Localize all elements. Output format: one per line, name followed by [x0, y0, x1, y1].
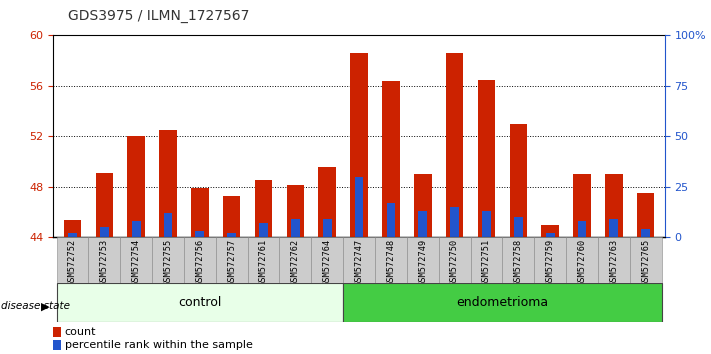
Bar [279, 237, 311, 289]
Bar [343, 237, 375, 289]
Bar [382, 81, 400, 237]
Bar [609, 219, 618, 237]
Bar [259, 223, 268, 237]
Bar [159, 130, 177, 237]
Text: GSM572752: GSM572752 [68, 239, 77, 286]
Bar [184, 237, 215, 289]
Bar [471, 237, 503, 289]
Bar [127, 136, 145, 237]
Text: GDS3975 / ILMN_1727567: GDS3975 / ILMN_1727567 [68, 9, 249, 23]
Bar [418, 211, 427, 237]
Bar [100, 227, 109, 237]
Bar [387, 203, 395, 237]
Bar [573, 174, 591, 237]
Text: GSM572762: GSM572762 [291, 239, 300, 286]
Text: GSM572751: GSM572751 [482, 239, 491, 286]
Text: ▶: ▶ [41, 301, 50, 311]
Bar [546, 233, 555, 237]
Bar [446, 53, 464, 237]
Bar [478, 80, 495, 237]
Text: GSM572750: GSM572750 [450, 239, 459, 286]
Bar [482, 211, 491, 237]
Bar [255, 181, 272, 237]
Text: GSM572747: GSM572747 [355, 239, 363, 286]
Bar [247, 237, 279, 289]
Text: control: control [178, 296, 222, 309]
Text: GSM572759: GSM572759 [545, 239, 555, 286]
Bar [319, 167, 336, 237]
Text: count: count [65, 327, 96, 337]
Bar [450, 207, 459, 237]
Bar [503, 237, 534, 289]
Bar [95, 173, 113, 237]
Bar [598, 237, 630, 289]
Text: GSM572761: GSM572761 [259, 239, 268, 286]
Bar [311, 237, 343, 289]
Bar [541, 224, 559, 237]
Bar [323, 219, 331, 237]
Text: GSM572749: GSM572749 [418, 239, 427, 286]
Bar [414, 174, 432, 237]
Bar [53, 340, 61, 350]
Bar [439, 237, 471, 289]
Bar [68, 233, 77, 237]
Text: GSM572758: GSM572758 [514, 239, 523, 286]
Bar [605, 174, 623, 237]
Bar [223, 195, 240, 237]
Text: GSM572748: GSM572748 [386, 239, 395, 286]
Text: GSM572757: GSM572757 [228, 239, 236, 286]
Text: GSM572755: GSM572755 [164, 239, 173, 286]
Text: GSM572763: GSM572763 [609, 239, 619, 286]
Text: GSM572756: GSM572756 [196, 239, 204, 286]
Bar [637, 193, 654, 237]
Bar [351, 53, 368, 237]
Bar [375, 237, 407, 289]
Bar [343, 283, 662, 322]
Text: percentile rank within the sample: percentile rank within the sample [65, 340, 252, 350]
Bar [534, 237, 566, 289]
Bar [407, 237, 439, 289]
Bar [120, 237, 152, 289]
Bar [291, 219, 300, 237]
Bar [566, 237, 598, 289]
Bar [56, 283, 343, 322]
Bar [88, 237, 120, 289]
Bar [152, 237, 184, 289]
Bar [228, 233, 236, 237]
Text: GSM572754: GSM572754 [132, 239, 141, 286]
Bar [355, 177, 363, 237]
Bar [641, 229, 650, 237]
Bar [577, 221, 587, 237]
Bar [215, 237, 247, 289]
Bar [132, 221, 141, 237]
Bar [53, 327, 61, 337]
Bar [164, 213, 172, 237]
Text: disease state: disease state [1, 301, 70, 311]
Bar [191, 188, 208, 237]
Bar [630, 237, 662, 289]
Bar [196, 231, 204, 237]
Text: GSM572765: GSM572765 [641, 239, 650, 286]
Text: endometrioma: endometrioma [456, 296, 548, 309]
Bar [56, 237, 88, 289]
Bar [510, 124, 527, 237]
Text: GSM572753: GSM572753 [100, 239, 109, 286]
Text: GSM572764: GSM572764 [323, 239, 332, 286]
Text: GSM572760: GSM572760 [577, 239, 587, 286]
Bar [287, 185, 304, 237]
Bar [64, 219, 81, 237]
Bar [514, 217, 523, 237]
